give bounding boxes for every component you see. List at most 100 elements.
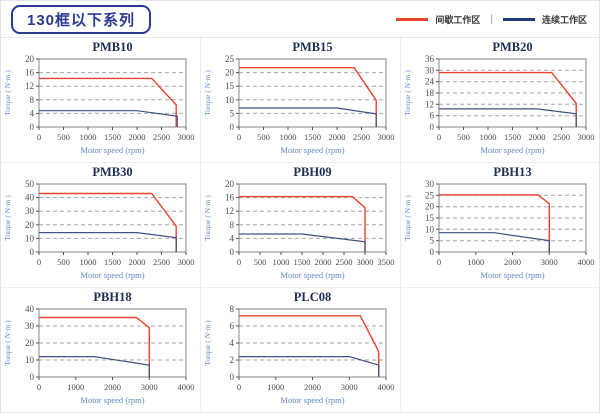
intermittent-curve	[439, 194, 551, 252]
chart-panel-pmb15: PMB15 0 5 10 15 20 25 0 500 1000 1500 2000 2500 3000 T…	[201, 38, 401, 163]
x-tick-label: 3000	[578, 132, 595, 142]
y-tick-label: 6	[230, 321, 235, 331]
x-axis-label: Motor speed (rpm)	[80, 395, 144, 405]
y-tick-label: 20	[225, 179, 235, 189]
x-axis-label: Motor speed (rpm)	[280, 270, 344, 280]
x-tick-label: 3000	[378, 132, 395, 142]
y-tick-label: 30	[425, 179, 435, 189]
chart-panel-plc08: PLC08 0 2 4 6 8 0 1000 2000 3000 4000 Torque ( N·m …	[201, 288, 401, 412]
y-tick-label: 12	[25, 81, 34, 91]
intermittent-curve	[39, 77, 177, 127]
y-tick-label: 18	[425, 88, 435, 98]
x-axis-label: Motor speed (rpm)	[280, 145, 344, 155]
chart-title: PLC08	[294, 290, 332, 304]
y-tick-label: 8	[30, 95, 35, 105]
continuous-curve	[439, 232, 550, 252]
y-axis-label: Torque ( N·m )	[3, 70, 12, 116]
y-tick-label: 0	[230, 122, 235, 132]
x-tick-label: 2000	[129, 257, 146, 267]
x-tick-label: 3000	[357, 257, 374, 267]
y-tick-label: 16	[25, 68, 35, 78]
chart-pmb15: PMB15 0 5 10 15 20 25 0 500 1000 1500 2000 2500 3000 T…	[203, 40, 395, 155]
x-tick-label: 1000	[80, 257, 97, 267]
x-axis-label: Motor speed (rpm)	[480, 270, 544, 280]
y-tick-label: 0	[30, 122, 35, 132]
x-tick-label: 2000	[329, 132, 346, 142]
y-tick-label: 8	[230, 220, 235, 230]
x-tick-label: 3000	[178, 257, 195, 267]
x-tick-label: 3500	[378, 257, 395, 267]
y-tick-label: 12	[425, 99, 434, 109]
y-tick-label: 0	[430, 247, 435, 257]
x-tick-label: 500	[257, 132, 270, 142]
y-tick-label: 2	[230, 355, 235, 365]
x-tick-label: 1000	[467, 257, 484, 267]
x-tick-label: 0	[437, 257, 441, 267]
chart-title: PBH13	[493, 165, 531, 179]
y-tick-label: 30	[25, 206, 35, 216]
y-tick-label: 30	[25, 321, 35, 331]
y-tick-label: 30	[425, 65, 435, 75]
header-bar: 130框以下系列 间歇工作区 | 连续工作区	[1, 1, 599, 38]
x-tick-label: 2500	[153, 132, 170, 142]
x-tick-label: 0	[237, 257, 241, 267]
x-tick-label: 1500	[304, 132, 321, 142]
page-title: 130框以下系列	[11, 4, 152, 34]
intermittent-curve	[39, 192, 177, 252]
legend-label-intermittent: 间歇工作区	[435, 14, 481, 25]
chart-panel-pmb10: PMB10 0 4 8 12 16 20 0 500 1000 1500 2000 2500 3000 To…	[1, 38, 201, 163]
intermittent-curve	[239, 67, 377, 127]
legend-separator: |	[490, 13, 493, 25]
x-tick-label: 0	[37, 382, 41, 392]
continuous-curve	[239, 233, 366, 252]
y-tick-label: 20	[25, 54, 35, 64]
y-tick-label: 6	[430, 111, 435, 121]
continuous-curve	[239, 107, 377, 127]
y-axis-label: Torque ( N·m )	[3, 195, 12, 241]
y-tick-label: 50	[25, 179, 35, 189]
y-tick-label: 8	[230, 304, 235, 314]
x-tick-label: 1500	[104, 257, 121, 267]
y-tick-label: 40	[25, 304, 35, 314]
legend-label-continuous: 连续工作区	[541, 14, 587, 25]
y-tick-label: 15	[425, 213, 435, 223]
chart-panel-pbh09: PBH09 0 4 8 12 16 20 0 500 1000 1500 2000 2500 3000 35…	[201, 163, 401, 288]
x-tick-label: 2000	[304, 382, 321, 392]
y-tick-label: 16	[225, 193, 235, 203]
x-tick-label: 3000	[541, 257, 558, 267]
x-tick-label: 500	[57, 257, 70, 267]
y-tick-label: 10	[425, 224, 435, 234]
x-tick-label: 2000	[315, 257, 332, 267]
chart-panel-pbh13: PBH13 0 5 10 15 20 25 30 0 1000 2000 3000 4000 Torque…	[401, 163, 599, 288]
x-tick-label: 3000	[141, 382, 158, 392]
y-tick-label: 10	[25, 355, 35, 365]
x-tick-label: 1000	[80, 132, 97, 142]
y-tick-label: 25	[225, 54, 235, 64]
plot-frame	[38, 58, 187, 128]
chart-title: PMB20	[492, 40, 532, 54]
y-tick-label: 25	[425, 190, 435, 200]
x-tick-label: 2000	[104, 382, 121, 392]
x-tick-label: 500	[457, 132, 470, 142]
x-tick-label: 2000	[129, 132, 146, 142]
intermittent-curve	[239, 315, 380, 377]
chart-pbh09: PBH09 0 4 8 12 16 20 0 500 1000 1500 2000 2500 3000 35…	[203, 165, 395, 280]
y-tick-label: 12	[225, 206, 234, 216]
chart-grid: PMB10 0 4 8 12 16 20 0 500 1000 1500 2000 2500 3000 To…	[1, 38, 599, 412]
y-axis-label: Torque ( N·m )	[203, 70, 212, 116]
x-axis-label: Motor speed (rpm)	[280, 395, 344, 405]
y-tick-label: 4	[230, 233, 235, 243]
chart-pbh18: PBH18 0 10 20 30 40 0 1000 2000 3000 4000 Torque ( …	[3, 290, 195, 405]
y-tick-label: 40	[25, 193, 35, 203]
y-axis-label: Torque ( N·m )	[3, 320, 12, 366]
x-tick-label: 2500	[353, 132, 370, 142]
x-tick-label: 4000	[578, 257, 595, 267]
y-tick-label: 0	[230, 247, 235, 257]
y-tick-label: 5	[430, 236, 435, 246]
intermittent-curve	[39, 316, 151, 377]
x-tick-label: 1500	[504, 132, 521, 142]
